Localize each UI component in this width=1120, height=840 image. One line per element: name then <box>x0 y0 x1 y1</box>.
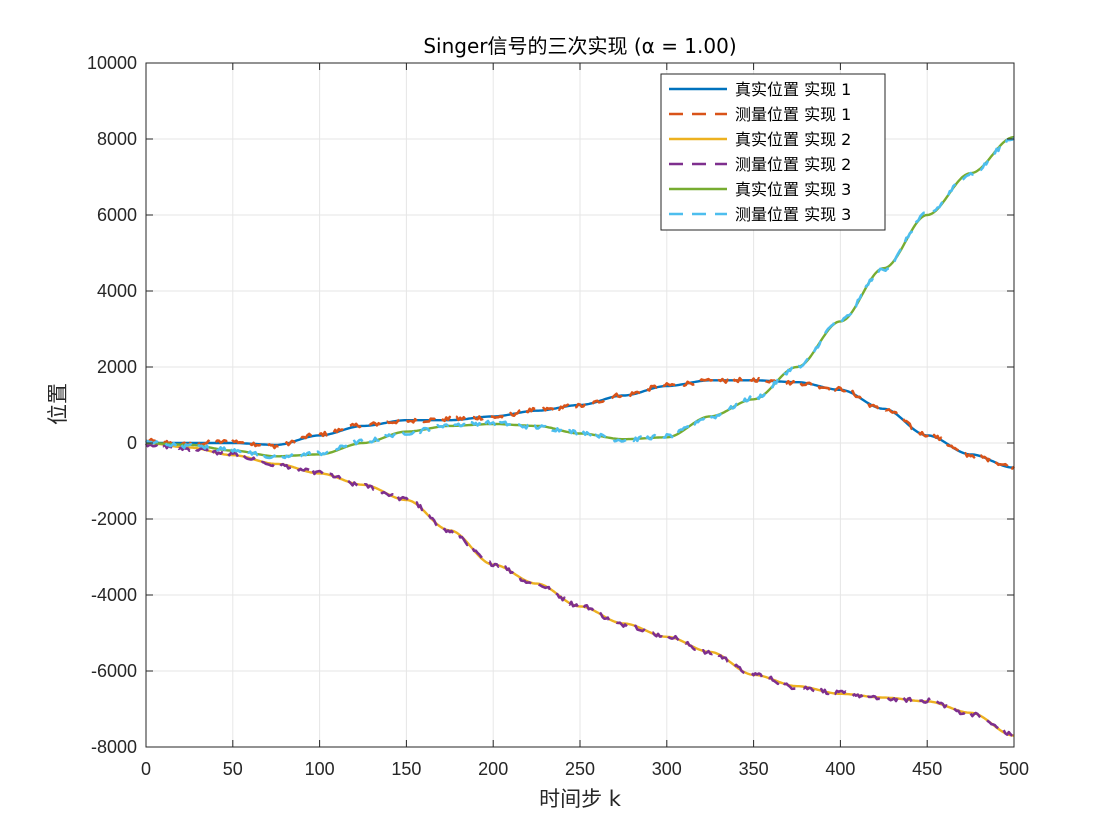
y-tick-label: -8000 <box>91 737 137 757</box>
y-tick-label: 4000 <box>97 281 137 301</box>
legend-label-1: 真实位置 实现 1 <box>735 80 851 99</box>
series-line-2 <box>145 376 1015 470</box>
x-tick-label: 300 <box>652 759 682 779</box>
x-tick-label: 500 <box>999 759 1029 779</box>
series-line-4 <box>144 441 1015 738</box>
legend-label-3: 真实位置 实现 2 <box>735 130 851 149</box>
legend-label-2: 测量位置 实现 1 <box>735 105 851 124</box>
legend-label-4: 测量位置 实现 2 <box>735 155 851 174</box>
y-tick-label: 10000 <box>87 53 137 73</box>
x-tick-label: 200 <box>478 759 508 779</box>
x-tick-label: 250 <box>565 759 595 779</box>
y-tick-label: 0 <box>127 433 137 453</box>
y-tick-label: 8000 <box>97 129 137 149</box>
chart-title: Singer信号的三次实现 (α = 1.00) <box>423 34 736 58</box>
axes: 0 50 100 150 200 250 300 350 400 450 500 -8000 -6000… <box>87 53 1029 779</box>
series-lines <box>144 135 1015 738</box>
legend-label-6: 测量位置 实现 3 <box>735 205 851 224</box>
x-tick-label: 400 <box>825 759 855 779</box>
x-tick-label: 0 <box>141 759 151 779</box>
legend-label-5: 真实位置 实现 3 <box>735 180 851 199</box>
y-tick-label: -6000 <box>91 661 137 681</box>
y-tick-label: -4000 <box>91 585 137 605</box>
y-tick-label: -2000 <box>91 509 137 529</box>
x-tick-label: 100 <box>305 759 335 779</box>
x-tick-label: 150 <box>391 759 421 779</box>
y-tick-label: 2000 <box>97 357 137 377</box>
legend-box <box>660 73 886 231</box>
x-tick-label: 350 <box>739 759 769 779</box>
legend: 真实位置 实现 1 测量位置 实现 1 真实位置 实现 2 测量位置 实现 2 真实位置… <box>660 73 886 231</box>
y-axis-label: 位置 <box>46 383 70 425</box>
y-tick-label: 6000 <box>97 205 137 225</box>
x-tick-label: 50 <box>223 759 243 779</box>
series-line-6 <box>145 137 1015 460</box>
x-axis-label: 时间步 k <box>539 787 622 811</box>
x-tick-label: 450 <box>912 759 942 779</box>
